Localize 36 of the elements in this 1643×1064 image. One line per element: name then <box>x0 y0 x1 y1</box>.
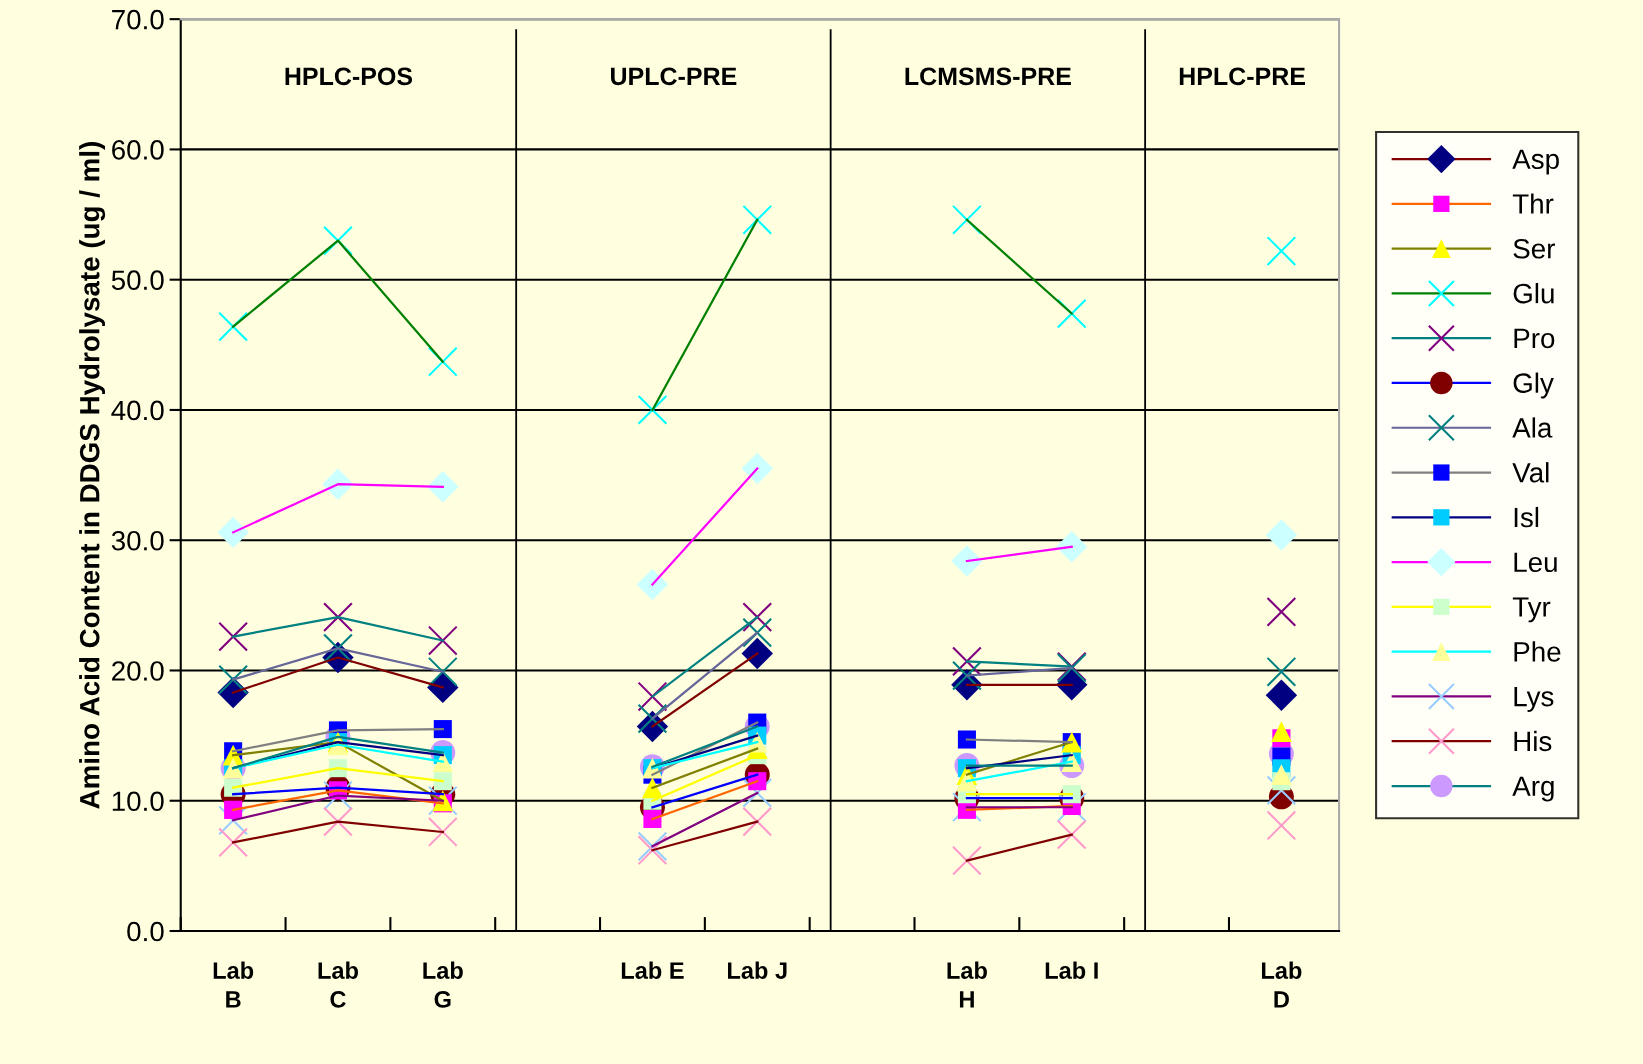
legend-label: Ser <box>1513 238 1555 259</box>
annotation: HPLC-PRE <box>1179 67 1305 86</box>
x-tick-label: Lab G <box>423 961 463 1008</box>
x-tick-label: Lab J <box>728 961 787 979</box>
annotation: LCMSMS-PRE <box>905 67 1071 86</box>
legend-label: Lys <box>1514 687 1554 712</box>
legend-label: Phe <box>1514 641 1561 662</box>
y-tick-label: 0.0 <box>127 921 164 942</box>
y-tick-label: 60.0 <box>112 140 164 160</box>
legend-label: Tyr <box>1512 597 1551 623</box>
y-tick-label: 20.0 <box>112 661 164 681</box>
legend-label: Ala <box>1512 417 1553 438</box>
annotation: HPLC-POS <box>285 67 413 86</box>
y-tick-label: 70.0 <box>112 9 164 30</box>
legend-label: His <box>1514 730 1552 752</box>
annotation: UPLC-PRE <box>611 67 737 86</box>
y-tick-label: 10.0 <box>112 791 164 812</box>
legend-label: Leu <box>1514 552 1557 573</box>
legend-label: Val <box>1512 462 1549 483</box>
legend-label: Thr <box>1512 193 1554 214</box>
x-tick-label: Lab B <box>213 961 254 1008</box>
y-tick-label: 30.0 <box>111 530 164 551</box>
x-tick-label: Lab H <box>947 961 987 1008</box>
x-tick-label: Lab C <box>318 961 358 1008</box>
legend-label: Gly <box>1513 372 1554 399</box>
legend-label: Asp <box>1512 149 1559 175</box>
legend-label: Arg <box>1512 776 1554 802</box>
x-tick-label: Lab I <box>1045 961 1098 979</box>
y-axis-title: Amino Acid Content in DDGS Hydrolysate (ug / ml) <box>79 142 106 809</box>
legend-label: Isl <box>1514 506 1539 528</box>
x-tick-label: Lab E <box>621 961 684 979</box>
x-tick-label: Lab D <box>1261 961 1302 1008</box>
legend-label: Pro <box>1514 328 1555 349</box>
legend-label: Glu <box>1513 283 1554 304</box>
y-tick-label: 40.0 <box>111 400 164 421</box>
y-tick-label: 50.0 <box>111 270 164 291</box>
